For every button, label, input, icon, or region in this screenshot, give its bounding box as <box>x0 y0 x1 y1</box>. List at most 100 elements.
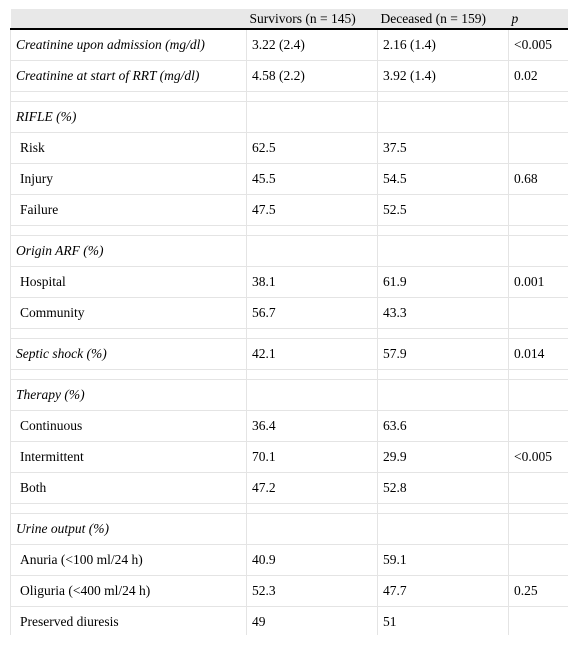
spacer-cell <box>10 369 247 380</box>
survivors-value: 62.5 <box>246 132 378 164</box>
deceased-value: 52.8 <box>377 472 509 504</box>
row-label: Continuous <box>10 410 247 442</box>
spacer-row <box>10 503 568 514</box>
table-row: Anuria (<100 ml/24 h) 40.9 59.1 <box>10 544 568 576</box>
p-value: 0.001 <box>508 266 568 298</box>
survivors-value: 47.5 <box>246 194 378 226</box>
table-row: Urine output (%) <box>10 513 568 545</box>
p-value: 0.014 <box>508 338 568 370</box>
deceased-value <box>377 101 509 133</box>
spacer-cell <box>246 503 378 514</box>
survivors-value: 52.3 <box>246 575 378 607</box>
outcome-table: Survivors (n = 145) Deceased (n = 159) p… <box>10 9 568 635</box>
spacer-cell <box>508 503 568 514</box>
p-value: <0.005 <box>508 441 568 473</box>
row-label: Anuria (<100 ml/24 h) <box>10 544 247 576</box>
survivors-value: 40.9 <box>246 544 378 576</box>
table-row: Creatinine at start of RRT (mg/dl) 4.58 (… <box>10 60 568 92</box>
survivors-value: 36.4 <box>246 410 378 442</box>
p-value <box>508 410 568 442</box>
deceased-value <box>377 235 509 267</box>
row-label: Creatinine at start of RRT (mg/dl) <box>10 60 247 92</box>
spacer-cell <box>508 369 568 380</box>
deceased-value: 2.16 (1.4) <box>377 28 509 61</box>
row-label: Injury <box>10 163 247 195</box>
spacer-cell <box>10 91 247 102</box>
spacer-cell <box>246 91 378 102</box>
deceased-value: 59.1 <box>377 544 509 576</box>
spacer-cell <box>377 225 509 236</box>
p-value <box>508 513 568 545</box>
table-row: Therapy (%) <box>10 379 568 411</box>
table-container: Survivors (n = 145) Deceased (n = 159) p… <box>10 9 568 635</box>
spacer-cell <box>508 225 568 236</box>
table-row: Intermittent 70.1 29.9 <0.005 <box>10 441 568 473</box>
table-row: Injury 45.5 54.5 0.68 <box>10 163 568 195</box>
survivors-value: 70.1 <box>246 441 378 473</box>
survivors-value: 47.2 <box>246 472 378 504</box>
row-label: Both <box>10 472 247 504</box>
spacer-cell <box>508 91 568 102</box>
spacer-cell <box>10 328 247 339</box>
survivors-value: 3.22 (2.4) <box>246 28 378 61</box>
row-label: Origin ARF (%) <box>10 235 247 267</box>
table-row: Failure 47.5 52.5 <box>10 194 568 226</box>
p-value <box>508 472 568 504</box>
row-label: Oliguria (<400 ml/24 h) <box>10 575 247 607</box>
survivors-value: 45.5 <box>246 163 378 195</box>
p-value <box>508 297 568 329</box>
table-row: RIFLE (%) <box>10 101 568 133</box>
header-cell-survivors: Survivors (n = 145) <box>246 9 378 30</box>
spacer-cell <box>377 369 509 380</box>
survivors-value <box>246 235 378 267</box>
table-row: Hospital 38.1 61.9 0.001 <box>10 266 568 298</box>
deceased-value: 61.9 <box>377 266 509 298</box>
p-value <box>508 606 568 635</box>
p-value <box>508 194 568 226</box>
table-row: Septic shock (%) 42.1 57.9 0.014 <box>10 338 568 370</box>
spacer-row <box>10 225 568 236</box>
deceased-value: 57.9 <box>377 338 509 370</box>
header-cell-label <box>10 9 247 30</box>
header-cell-deceased: Deceased (n = 159) <box>377 9 509 30</box>
spacer-cell <box>508 328 568 339</box>
deceased-value: 29.9 <box>377 441 509 473</box>
spacer-row <box>10 328 568 339</box>
spacer-row <box>10 369 568 380</box>
spacer-cell <box>246 369 378 380</box>
table-row: Origin ARF (%) <box>10 235 568 267</box>
spacer-cell <box>377 91 509 102</box>
row-label: Community <box>10 297 247 329</box>
spacer-cell <box>246 225 378 236</box>
survivors-value: 56.7 <box>246 297 378 329</box>
spacer-cell <box>246 328 378 339</box>
row-label: Failure <box>10 194 247 226</box>
p-value <box>508 544 568 576</box>
deceased-value: 47.7 <box>377 575 509 607</box>
table-row: Creatinine upon admission (mg/dl) 3.22 (2… <box>10 28 568 61</box>
spacer-cell <box>10 225 247 236</box>
row-label: Therapy (%) <box>10 379 247 411</box>
table-row: Both 47.2 52.8 <box>10 472 568 504</box>
table-row: Continuous 36.4 63.6 <box>10 410 568 442</box>
header-row: Survivors (n = 145) Deceased (n = 159) p <box>10 9 568 30</box>
deceased-value: 52.5 <box>377 194 509 226</box>
table-row: Preserved diuresis 49 51 <box>10 606 568 635</box>
deceased-value: 63.6 <box>377 410 509 442</box>
row-label: Preserved diuresis <box>10 606 247 635</box>
deceased-value: 51 <box>377 606 509 635</box>
survivors-value: 38.1 <box>246 266 378 298</box>
p-value <box>508 101 568 133</box>
survivors-value: 4.58 (2.2) <box>246 60 378 92</box>
table-row: Community 56.7 43.3 <box>10 297 568 329</box>
table-header: Survivors (n = 145) Deceased (n = 159) p <box>10 9 568 30</box>
table-row: Risk 62.5 37.5 <box>10 132 568 164</box>
p-value: 0.25 <box>508 575 568 607</box>
deceased-value: 37.5 <box>377 132 509 164</box>
row-label: Septic shock (%) <box>10 338 247 370</box>
survivors-value <box>246 101 378 133</box>
survivors-value: 42.1 <box>246 338 378 370</box>
spacer-cell <box>377 503 509 514</box>
table-body: Creatinine upon admission (mg/dl) 3.22 (2… <box>10 28 568 635</box>
p-value <box>508 132 568 164</box>
